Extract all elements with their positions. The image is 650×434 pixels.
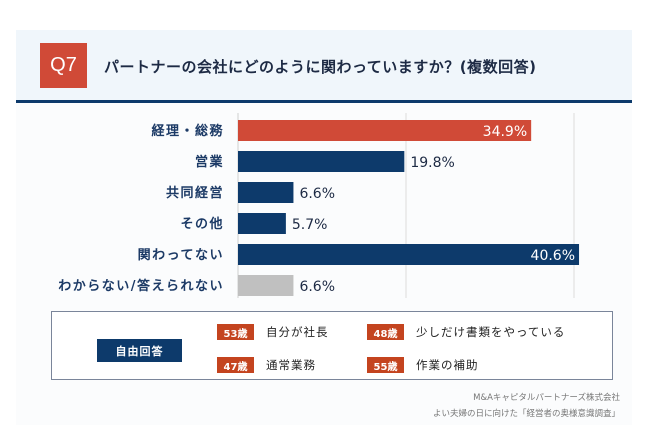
category-label: 共同経営 bbox=[166, 185, 224, 201]
bar bbox=[238, 151, 405, 172]
free-answers-box: 自由回答 53歳 自分が社長 48歳 少しだけ書類をやっている 47歳 通常業務… bbox=[51, 311, 613, 380]
bars bbox=[238, 120, 580, 296]
age-badge: 55歳 bbox=[367, 357, 404, 373]
free-answers-title: 自由回答 bbox=[97, 339, 182, 362]
question-title: パートナーの会社にどのように関わっていますか？(複数回答) bbox=[104, 58, 537, 76]
free-answer-item: 53歳 自分が社長 bbox=[217, 324, 329, 340]
question-number-badge: Q7 bbox=[40, 43, 87, 88]
gridlines bbox=[237, 113, 575, 298]
category-label: 経理・総務 bbox=[151, 123, 224, 139]
age-badge: 47歳 bbox=[217, 357, 254, 373]
value-label: 6.6% bbox=[299, 279, 335, 295]
answer-text: 少しだけ書類をやっている bbox=[416, 325, 566, 339]
free-answer-item: 55歳 作業の補助 bbox=[367, 357, 479, 373]
source-survey: よい夫婦の日に向けた「経営者の奥様意識調査」 bbox=[432, 409, 620, 419]
answer-text: 通常業務 bbox=[266, 358, 316, 372]
value-label: 19.8% bbox=[410, 155, 454, 171]
answer-text: 自分が社長 bbox=[266, 325, 329, 339]
header-divider bbox=[16, 100, 632, 103]
source-company: M&Aキャピタルパートナーズ株式会社 bbox=[473, 393, 620, 403]
bar bbox=[238, 182, 294, 203]
bar bbox=[238, 275, 294, 296]
value-label: 40.6% bbox=[531, 248, 575, 264]
age-badge: 53歳 bbox=[217, 324, 254, 340]
value-labels: 34.9% 19.8% 6.6% 5.7% 40.6% 6.6% bbox=[292, 124, 575, 295]
free-answer-item: 48歳 少しだけ書類をやっている bbox=[367, 324, 565, 340]
category-label: その他 bbox=[180, 216, 224, 232]
category-label: 関わってない bbox=[138, 248, 224, 263]
value-label: 6.6% bbox=[299, 186, 335, 202]
question-header bbox=[16, 30, 632, 100]
bar bbox=[238, 120, 532, 141]
category-label: わからない/答えられない bbox=[58, 278, 224, 294]
bar bbox=[238, 244, 580, 265]
value-label: 34.9% bbox=[483, 124, 527, 140]
bar bbox=[238, 213, 286, 234]
free-answer-item: 47歳 通常業務 bbox=[217, 357, 316, 373]
category-label: 営業 bbox=[195, 154, 224, 170]
answer-text: 作業の補助 bbox=[416, 358, 479, 372]
age-badge: 48歳 bbox=[367, 324, 404, 340]
value-label: 5.7% bbox=[292, 217, 328, 233]
